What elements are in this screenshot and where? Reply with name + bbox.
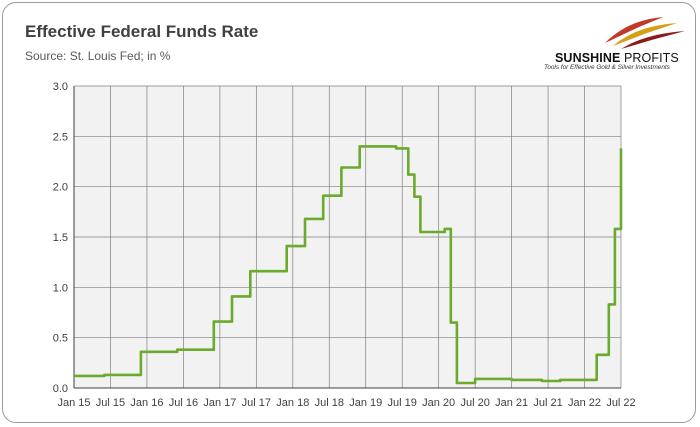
x-tick-label: Jul 22 — [606, 397, 635, 409]
line-chart: 0.0 0.5 1.0 1.5 2.0 2.5 3.0 Jan 15 Jul 15 Jan 16 J… — [53, 81, 636, 409]
chart-title: Effective Federal Funds Rate — [25, 22, 259, 41]
x-tick-label: Jul 17 — [242, 397, 271, 409]
y-tick-label: 2.0 — [53, 182, 68, 194]
x-tick-label: Jul 16 — [169, 397, 198, 409]
x-tick-label: Jul 15 — [96, 397, 125, 409]
y-tick-label: 0.0 — [53, 383, 68, 395]
x-tick-label: Jan 18 — [276, 397, 309, 409]
brand-name: SUNSHINE PROFITS — [555, 51, 679, 65]
x-tick-label: Jul 18 — [315, 397, 344, 409]
x-tick-label: Jul 20 — [460, 397, 489, 409]
x-tick-label: Jul 19 — [388, 397, 417, 409]
x-tick-label: Jan 17 — [203, 397, 236, 409]
x-tick-label: Jan 19 — [349, 397, 382, 409]
x-tick-label: Jan 22 — [568, 397, 601, 409]
chart-frame: Effective Federal Funds Rate Source: St.… — [2, 2, 696, 423]
x-tick-label: Jul 21 — [533, 397, 562, 409]
brand-rest: PROFITS — [620, 51, 679, 65]
series-line — [74, 145, 623, 385]
y-tick-label: 2.5 — [53, 131, 68, 143]
x-tick-label: Jan 21 — [495, 397, 528, 409]
y-tick-label: 1.0 — [53, 282, 68, 294]
y-tick-label: 0.5 — [53, 333, 68, 345]
x-tick-label: Jan 20 — [422, 397, 455, 409]
y-tick-label: 1.5 — [53, 232, 68, 244]
x-tick-label: Jan 15 — [57, 397, 90, 409]
chart-subtitle: Source: St. Louis Fed; in % — [25, 49, 171, 63]
brand-bold: SUNSHINE — [555, 51, 621, 65]
y-tick-label: 3.0 — [53, 81, 68, 93]
x-tick-label: Jan 16 — [130, 397, 163, 409]
brand-tagline: Tools for Effective Gold & Silver Invest… — [544, 64, 670, 71]
